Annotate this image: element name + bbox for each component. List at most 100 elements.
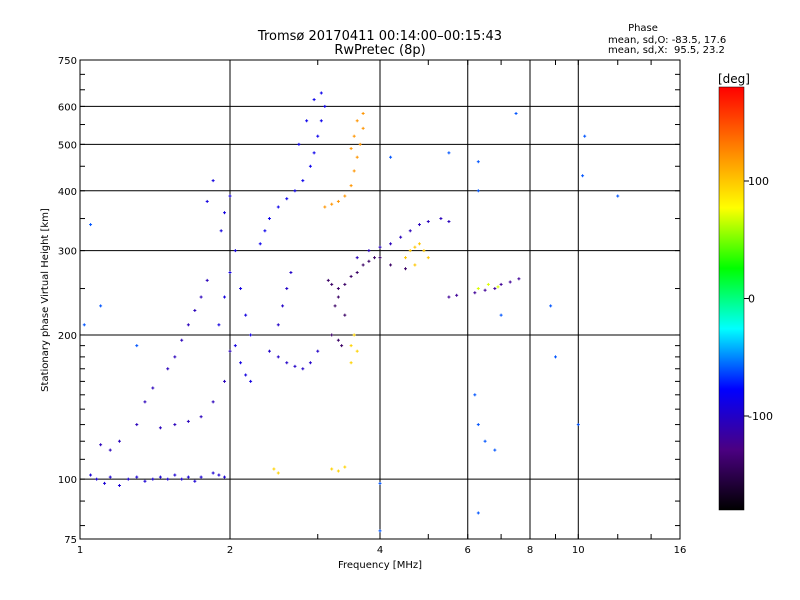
- data-point: [514, 111, 518, 115]
- data-point: [135, 344, 139, 348]
- data-point: [267, 349, 271, 353]
- series-0: [89, 471, 227, 487]
- data-point: [426, 220, 430, 224]
- data-point: [301, 179, 305, 183]
- data-point: [223, 475, 227, 479]
- data-point: [166, 367, 170, 371]
- data-point: [330, 333, 334, 337]
- points-layer: [82, 91, 620, 533]
- data-point: [378, 481, 382, 485]
- data-point: [103, 481, 107, 485]
- data-point: [367, 249, 371, 253]
- data-point: [143, 479, 147, 483]
- colorbar-tick-label-1: 0: [748, 293, 755, 306]
- data-point: [486, 282, 490, 286]
- data-point: [135, 475, 139, 479]
- data-point: [399, 235, 403, 239]
- data-point: [217, 473, 221, 477]
- data-point: [355, 349, 359, 353]
- data-point: [355, 256, 359, 260]
- data-point: [389, 263, 393, 267]
- data-point: [476, 287, 480, 291]
- y-tick-label-2: 200: [58, 331, 77, 342]
- colorbar-label: [deg]: [718, 72, 750, 86]
- data-point: [143, 400, 147, 404]
- data-point: [239, 287, 243, 291]
- data-point: [117, 439, 121, 443]
- data-point: [336, 338, 340, 342]
- data-point: [413, 263, 417, 267]
- data-point: [312, 98, 316, 102]
- colorbar-ticks: 100 0 -100: [744, 175, 773, 423]
- data-point: [126, 477, 130, 481]
- data-point: [285, 361, 289, 365]
- data-point: [343, 194, 347, 198]
- data-point: [211, 179, 215, 183]
- data-point: [373, 256, 377, 260]
- data-point: [89, 473, 93, 477]
- data-point: [422, 249, 426, 253]
- data-point: [476, 511, 480, 515]
- data-point: [349, 361, 353, 365]
- y-tick-label-4: 400: [58, 187, 77, 198]
- data-point: [276, 471, 280, 475]
- data-point: [355, 119, 359, 123]
- x-tick-label-1: 2: [227, 545, 233, 556]
- data-point: [330, 467, 334, 471]
- series-11: [476, 282, 500, 291]
- data-point: [408, 229, 412, 233]
- data-point: [439, 217, 443, 221]
- data-point: [258, 242, 262, 246]
- data-point: [476, 189, 480, 193]
- data-point: [343, 282, 347, 286]
- data-point: [323, 205, 327, 209]
- data-point: [217, 323, 221, 327]
- data-point: [330, 282, 334, 286]
- data-point: [293, 189, 297, 193]
- data-point: [483, 439, 487, 443]
- data-point: [549, 304, 553, 308]
- data-point: [193, 308, 197, 312]
- data-point: [233, 249, 237, 253]
- data-point: [517, 277, 521, 281]
- data-point: [223, 295, 227, 299]
- data-point: [417, 223, 421, 227]
- data-point: [199, 475, 203, 479]
- data-point: [186, 323, 190, 327]
- data-point: [336, 295, 340, 299]
- series-5: [323, 111, 365, 209]
- data-point: [158, 426, 162, 430]
- data-point: [199, 415, 203, 419]
- data-point: [180, 338, 184, 342]
- data-point: [378, 245, 382, 249]
- data-point: [305, 119, 309, 123]
- data-point: [326, 278, 330, 282]
- series-7: [326, 256, 407, 348]
- data-point: [349, 274, 353, 278]
- x-tick-label-3: 6: [465, 545, 471, 556]
- data-point: [223, 379, 227, 383]
- data-point: [319, 91, 323, 95]
- data-point: [403, 267, 407, 271]
- data-point: [358, 142, 362, 146]
- data-point: [352, 333, 356, 337]
- data-point: [228, 194, 232, 198]
- data-point: [340, 344, 344, 348]
- data-point: [336, 199, 340, 203]
- data-point: [95, 477, 99, 481]
- data-point: [89, 223, 93, 227]
- data-point: [583, 134, 587, 138]
- data-point: [186, 475, 190, 479]
- data-point: [244, 373, 248, 377]
- data-point: [276, 205, 280, 209]
- colorbar: [718, 86, 745, 511]
- data-point: [166, 477, 170, 481]
- data-point: [496, 285, 500, 289]
- data-point: [508, 280, 512, 284]
- data-point: [173, 423, 177, 427]
- data-point: [244, 313, 248, 317]
- data-point: [186, 419, 190, 423]
- y-tick-label-5: 500: [58, 140, 77, 151]
- series-9: [403, 242, 430, 267]
